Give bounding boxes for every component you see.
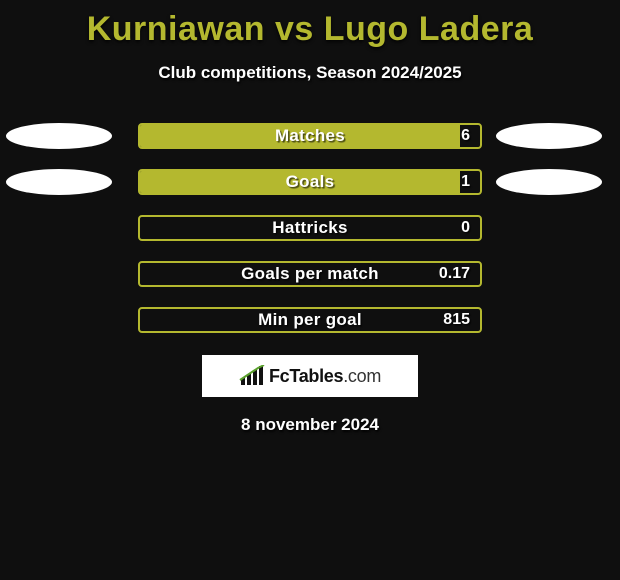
stat-value: 0.17 bbox=[439, 263, 470, 285]
season-subtitle: Club competitions, Season 2024/2025 bbox=[0, 63, 620, 83]
logo-tld: .com bbox=[343, 366, 381, 386]
stat-label: Matches bbox=[140, 125, 480, 147]
logo-text: FcTables.com bbox=[269, 366, 381, 387]
player-right-ellipse bbox=[496, 123, 602, 149]
stat-label: Hattricks bbox=[140, 217, 480, 239]
stat-bar-track: Goals per match0.17 bbox=[138, 261, 482, 287]
player-right-ellipse bbox=[496, 169, 602, 195]
stat-row: Goals per match0.17 bbox=[0, 261, 620, 287]
stat-row: Hattricks0 bbox=[0, 215, 620, 241]
page-title: Kurniawan vs Lugo Ladera bbox=[0, 0, 620, 49]
stat-value: 6 bbox=[461, 125, 470, 147]
stat-bar-track: Min per goal815 bbox=[138, 307, 482, 333]
date-text: 8 november 2024 bbox=[0, 415, 620, 435]
player-left-ellipse bbox=[6, 123, 112, 149]
logo-brand: FcTables bbox=[269, 366, 343, 386]
stat-row: Goals1 bbox=[0, 169, 620, 195]
stat-row: Min per goal815 bbox=[0, 307, 620, 333]
stat-bar-track: Goals1 bbox=[138, 169, 482, 195]
stat-row: Matches6 bbox=[0, 123, 620, 149]
stat-label: Goals bbox=[140, 171, 480, 193]
stat-label: Min per goal bbox=[140, 309, 480, 331]
stat-value: 0 bbox=[461, 217, 470, 239]
fctables-logo[interactable]: FcTables.com bbox=[202, 355, 418, 397]
stat-value: 1 bbox=[461, 171, 470, 193]
stat-bar-track: Matches6 bbox=[138, 123, 482, 149]
player-left-ellipse bbox=[6, 169, 112, 195]
stat-value: 815 bbox=[443, 309, 470, 331]
stats-container: Matches6Goals1Hattricks0Goals per match0… bbox=[0, 123, 620, 333]
stat-label: Goals per match bbox=[140, 263, 480, 285]
bar-chart-icon bbox=[239, 365, 265, 387]
stat-bar-track: Hattricks0 bbox=[138, 215, 482, 241]
